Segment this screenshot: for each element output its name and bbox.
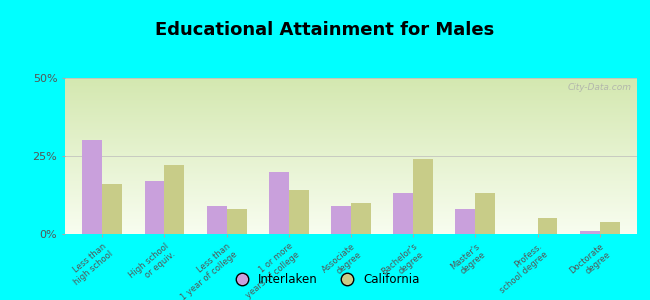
Bar [538, 218, 558, 234]
Bar [456, 209, 475, 234]
Bar [600, 221, 619, 234]
Bar [580, 231, 600, 234]
Bar [164, 165, 185, 234]
Bar [144, 181, 164, 234]
Bar [269, 172, 289, 234]
Bar [227, 209, 246, 234]
Bar [102, 184, 122, 234]
Bar [289, 190, 309, 234]
Bar [393, 194, 413, 234]
Bar [475, 194, 495, 234]
Bar [207, 206, 227, 234]
Bar [331, 206, 351, 234]
Legend: Interlaken, California: Interlaken, California [225, 269, 425, 291]
Text: City-Data.com: City-Data.com [567, 83, 631, 92]
Bar [83, 140, 102, 234]
Bar [351, 203, 371, 234]
Text: Educational Attainment for Males: Educational Attainment for Males [155, 21, 495, 39]
Bar [413, 159, 433, 234]
